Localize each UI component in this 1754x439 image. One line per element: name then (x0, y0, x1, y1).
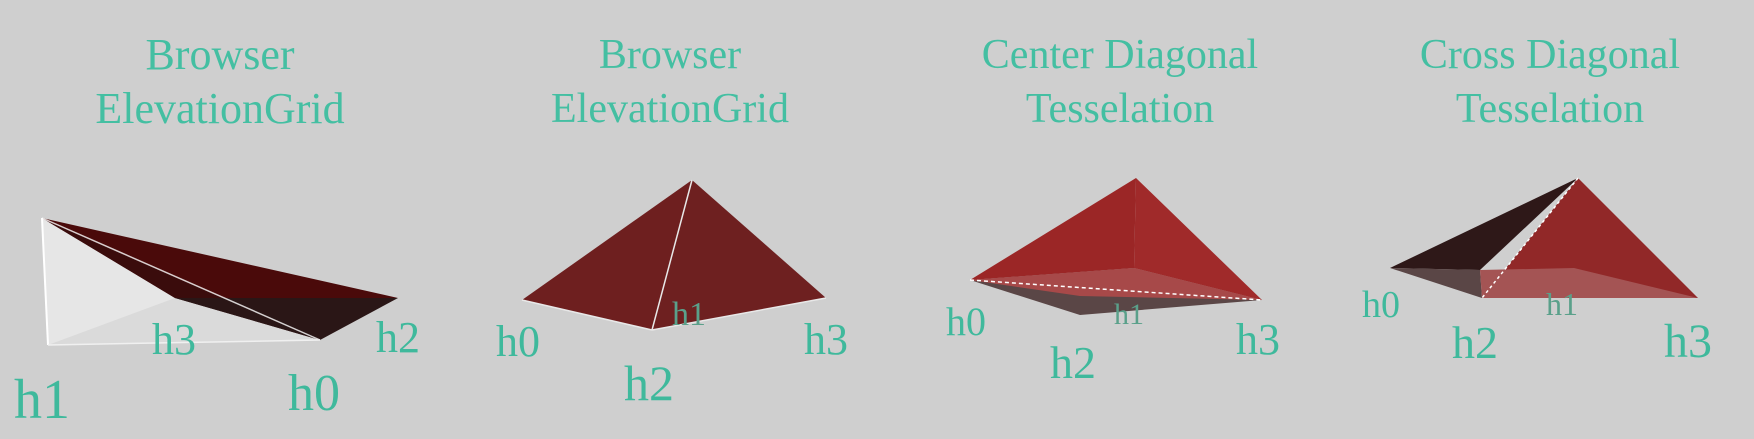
panel-3-label-h0: h0 (946, 299, 986, 344)
panel-3-front-face (970, 178, 1136, 280)
panel-4-title: Cross Diagonal Tesselation (1350, 28, 1750, 136)
panel-2-title-line1: Browser (598, 32, 742, 78)
panel-1-title-line1: Browser (145, 30, 295, 79)
panel-3-title-line2: Tesselation (1025, 86, 1215, 132)
panel-1-title: Browser ElevationGrid (20, 28, 420, 136)
panel-4-left-face (1390, 178, 1578, 270)
panel-1-title-line2: ElevationGrid (95, 84, 345, 133)
panel-4-shape (1390, 177, 1698, 299)
panel-3-right-face (1134, 178, 1262, 300)
panel-1-top-face (42, 218, 398, 298)
panel-3-label-h1: h1 (1114, 298, 1144, 331)
panel-1-edge-2 (41, 217, 321, 341)
panel-4-diagonal (1481, 177, 1579, 299)
panel-1-light-face (42, 218, 320, 345)
panel-4-label-h1: h1 (1546, 286, 1578, 322)
panel-2-label-h2: h2 (624, 355, 674, 411)
panel-2-right-face (652, 180, 826, 330)
panel-1-shape (41, 217, 398, 346)
panel-3-label-h3: h3 (1236, 315, 1280, 364)
panel-4-label-h2: h2 (1452, 317, 1498, 368)
panel-3-title: Center Diagonal Tesselation (920, 28, 1320, 136)
panel-3-shape (969, 178, 1263, 315)
panel-4-right-face (1482, 178, 1698, 298)
panel-1-edge (41, 217, 49, 346)
panel-2-ridge (651, 179, 693, 331)
panel-1-label-h3: h3 (152, 315, 196, 364)
panel-4-bottom-left-face (1390, 268, 1482, 298)
panel-4-title-line2: Tesselation (1455, 86, 1645, 132)
panel-2-shape (521, 179, 827, 331)
panel-1-label-h0: h0 (288, 365, 340, 422)
panel-2-base-edge-2 (651, 297, 827, 331)
panel-1-edge-3 (47, 339, 321, 346)
panel-1-label-h1: h1 (14, 369, 70, 431)
panel-4-title-line1: Cross Diagonal (1419, 32, 1681, 78)
panel-2-left-face (522, 180, 692, 330)
panel-2-base-edge (521, 299, 653, 331)
panel-4-base-face (1480, 268, 1698, 298)
panel-3-label-h2: h2 (1050, 337, 1096, 388)
panel-4-label-h3: h3 (1664, 315, 1712, 368)
panel-2-label-h0: h0 (496, 317, 540, 366)
panel-2-label-h3: h3 (804, 315, 848, 364)
panel-2-title-line2: ElevationGrid (551, 86, 789, 132)
panel-3-title-line1: Center Diagonal (981, 32, 1259, 78)
panel-1-light-face-2 (48, 298, 320, 345)
panel-2-title: Browser ElevationGrid (470, 28, 870, 136)
panel-4-label-h0: h0 (1362, 284, 1400, 326)
panel-1-right-face (175, 298, 398, 340)
panel-3-base-face (970, 268, 1262, 300)
panel-1-label-h2: h2 (376, 313, 420, 362)
panel-2-label-h1: h1 (672, 296, 706, 333)
